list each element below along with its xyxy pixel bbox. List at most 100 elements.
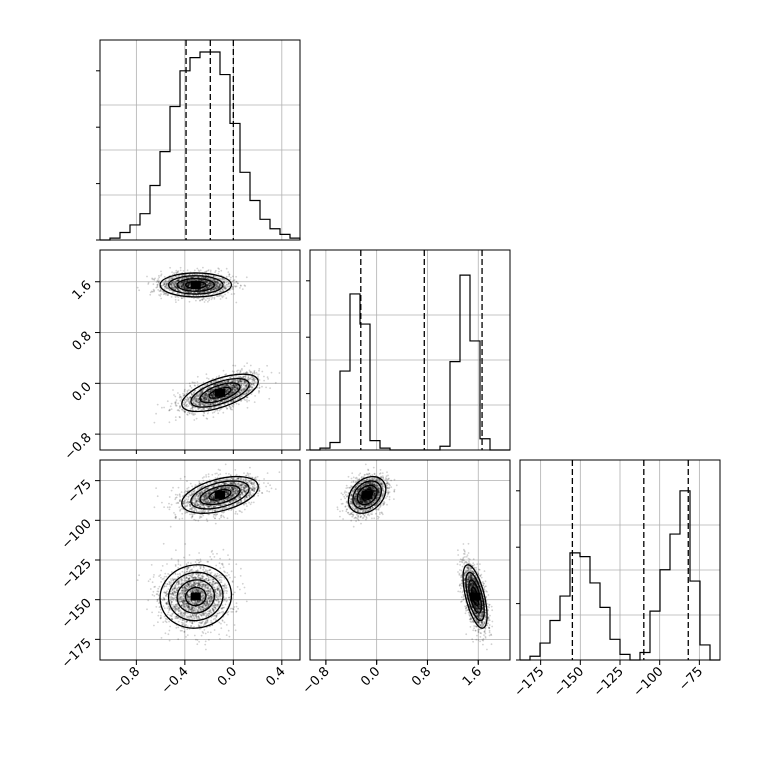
sample-point [192,279,195,282]
sample-point [173,285,176,288]
sample-point [227,280,229,283]
sample-point [234,384,237,386]
sample-point [185,280,188,283]
sample-point [195,398,198,401]
sample-point [250,389,253,392]
sample-point [173,285,176,288]
sample-point [242,383,245,386]
sample-point [198,273,201,276]
sample-point [211,288,214,291]
sample-point [210,399,213,402]
sample-point [174,286,177,289]
sample-point [194,561,197,563]
sample-point [213,279,216,282]
sample-point [206,407,209,410]
sample-point [207,277,210,280]
sample-point [229,407,232,410]
sample-point [224,391,227,394]
sample-point [234,389,237,391]
sample-point [207,378,210,380]
sample-point [218,633,221,636]
sample-point [181,570,184,573]
sample-point [209,290,212,293]
sample-point [214,287,217,290]
sample-point [218,285,221,288]
sample-point [227,291,229,294]
sample-point [222,385,225,387]
sample-point [230,406,232,409]
sample-point [180,297,183,300]
sample-point [204,398,206,400]
sample-point [201,283,204,286]
sample-point [192,413,194,416]
sample-point [251,383,253,386]
sample-point [202,276,205,279]
sample-point [172,389,174,391]
sample-point [188,382,191,385]
sample-point [254,395,256,397]
sample-point [212,394,215,397]
sample-point [165,284,168,286]
sample-point [193,400,196,402]
sample-point [173,281,176,284]
sample-point [216,401,219,404]
sample-point [204,280,207,282]
sample-point [227,385,230,388]
sample-point [242,382,245,385]
sample-point [210,282,213,285]
sample-point [205,373,208,376]
sample-point [186,279,189,282]
sample-point [181,281,183,283]
sample-point [186,403,188,406]
sample-point [197,297,200,300]
sample-point [157,280,160,283]
sample-point [207,283,210,285]
sample-point [248,390,251,393]
sample-point [183,394,186,397]
sample-point [170,285,173,288]
sample-point [179,277,182,280]
sample-point [216,284,219,287]
sample-point [222,281,225,284]
sample-point [194,276,196,279]
sample-point [219,278,222,281]
sample-point [206,383,209,386]
sample-point [168,409,171,412]
sample-point [203,280,206,283]
sample-point [189,407,192,410]
sample-point [247,378,250,381]
sample-point [188,403,191,405]
sample-point [172,281,174,284]
sample-point [201,408,204,410]
sample-point [201,285,203,288]
sample-point [196,384,199,386]
sample-point [219,289,222,292]
sample-point [211,297,214,299]
sample-point [170,402,173,405]
sample-point [207,400,210,402]
sample-point [215,285,218,288]
sample-point [215,383,218,386]
sample-point [179,266,182,269]
sample-point [194,273,197,276]
sample-point [187,284,189,287]
sample-point [212,388,214,391]
sample-point [185,287,188,289]
sample-point [210,285,213,288]
sample-point [188,389,190,391]
sample-point [160,297,163,300]
sample-point [174,401,177,404]
sample-point [146,608,148,611]
sample-point [186,391,189,393]
sample-point [240,285,242,287]
sample-point [183,286,186,289]
sample-point [206,284,209,287]
sample-point [174,284,177,287]
sample-point [214,283,217,286]
sample-point [203,283,206,286]
sample-point [196,288,199,291]
sample-point [184,280,187,283]
sample-point [174,280,176,283]
sample-point [212,394,215,397]
sample-point [206,286,209,289]
